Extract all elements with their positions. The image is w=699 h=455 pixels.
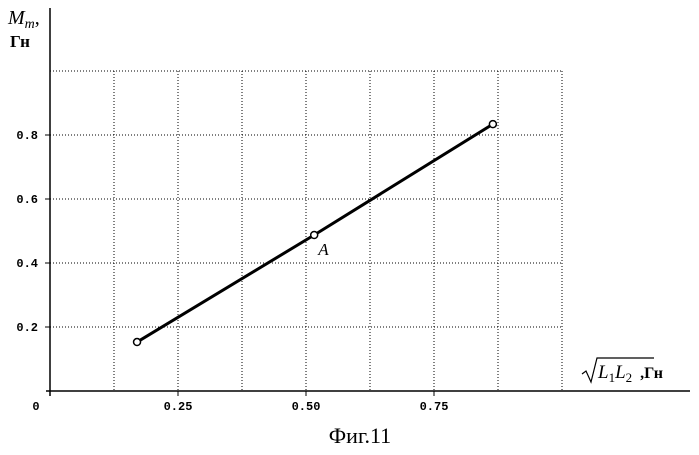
- data-point: [311, 232, 318, 239]
- y-label-symbol: M: [7, 7, 26, 29]
- data-point: [134, 339, 141, 346]
- y-label-subscript: m: [25, 17, 35, 32]
- data-point: [489, 121, 496, 128]
- y-label-comma: ,: [35, 7, 40, 29]
- x-label-part: ,Гн: [640, 365, 663, 382]
- y-tick-label: 0.4: [16, 257, 38, 271]
- chart: Mm, Гн L1L2,Гн Фиг.11 00.250.500.750.20.…: [0, 0, 699, 455]
- annotation: A: [317, 240, 329, 259]
- y-tick-label: 0.2: [16, 321, 38, 335]
- x-label-part: 2: [626, 370, 633, 385]
- x-label-part: L: [614, 362, 626, 383]
- x-label-part: L: [597, 362, 609, 383]
- y-tick-label: 0.8: [16, 129, 38, 143]
- y-label: Mm,: [7, 7, 40, 32]
- x-tick-label: 0.25: [164, 400, 193, 414]
- x-tick-label: 0.75: [420, 400, 449, 414]
- y-tick-label: 0.6: [16, 193, 38, 207]
- x-label: L1L2,Гн: [597, 362, 663, 385]
- caption: Фиг.11: [329, 423, 391, 448]
- y-unit: Гн: [10, 32, 30, 51]
- x-tick-label: 0.50: [292, 400, 321, 414]
- x-tick-label: 0: [32, 400, 39, 414]
